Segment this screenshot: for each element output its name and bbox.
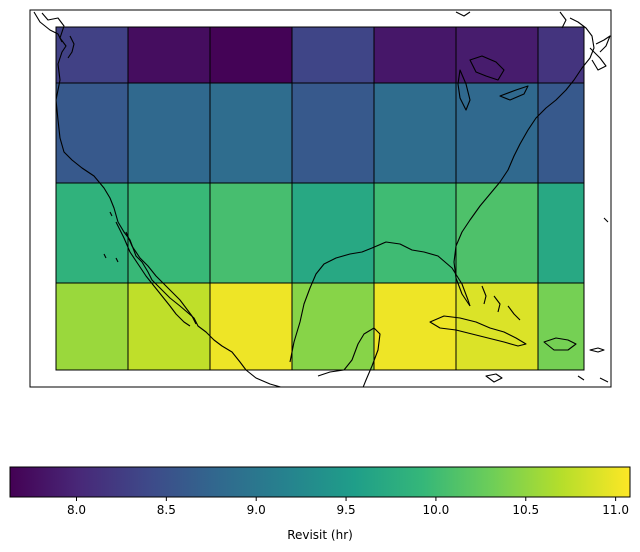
grid-cell-r0-c0 xyxy=(55,26,129,84)
grid-cell-r3-c5 xyxy=(455,282,539,371)
grid-cell-r3-c1 xyxy=(127,282,211,371)
bahamas-1 xyxy=(481,285,487,305)
colorbar-tick-label: 10.0 xyxy=(423,503,450,517)
grid-cell-r2-c2 xyxy=(209,182,293,284)
grid-cell-r2-c6 xyxy=(537,182,585,284)
map-frame xyxy=(29,9,612,388)
grid-cell-r0-c3 xyxy=(291,26,375,84)
baja-peninsula xyxy=(115,221,191,327)
colorbar-tick-label: 8.0 xyxy=(67,503,86,517)
newfoundland xyxy=(589,47,607,71)
great-lakes xyxy=(469,55,505,81)
hispaniola xyxy=(543,337,577,351)
colorbar: 8.0 8.5 9.0 9.5 10.0 10.5 11.0 Revisit (hr) xyxy=(9,466,631,542)
grid-cell-r3-c0 xyxy=(55,282,129,371)
lake-michigan xyxy=(457,69,471,111)
colorbar-tick-label: 10.5 xyxy=(512,503,539,517)
grid-cell-r1-c6 xyxy=(537,82,585,184)
yucatan xyxy=(317,327,381,387)
coastlines xyxy=(33,11,611,387)
grid-cell-r0-c6 xyxy=(537,26,585,84)
grid-cell-r0-c1 xyxy=(127,26,211,84)
colorbar-frame xyxy=(9,466,631,498)
atlantic-coast xyxy=(453,17,595,307)
lake-erie xyxy=(499,85,529,101)
colorbar-tick-label: 8.5 xyxy=(157,503,176,517)
colorbar-ticks: 8.0 8.5 9.0 9.5 10.0 10.5 11.0 xyxy=(67,497,629,517)
grid-cell-r0-c5 xyxy=(455,26,539,84)
grid-cell-r2-c3 xyxy=(291,182,375,284)
pacific-coastline xyxy=(41,12,283,387)
canada-fragment xyxy=(455,11,471,17)
nova-scotia xyxy=(595,35,611,53)
cuba xyxy=(429,315,527,347)
grid-cell-r2-c4 xyxy=(373,182,457,284)
colorbar-gradient xyxy=(10,467,630,497)
revisit-grid xyxy=(55,26,585,371)
grid-cell-r1-c1 xyxy=(127,82,211,184)
islands xyxy=(103,211,609,383)
grid-cell-r1-c4 xyxy=(373,82,457,184)
grid-cell-r1-c2 xyxy=(209,82,293,184)
colorbar-tick-label: 11.0 xyxy=(602,503,629,517)
colorbar-label: Revisit (hr) xyxy=(287,528,353,542)
colorbar-tick-label: 9.5 xyxy=(337,503,356,517)
grid-cell-r0-c2 xyxy=(209,26,293,84)
hudson-fragment xyxy=(559,11,567,29)
grid-cell-r3-c2 xyxy=(209,282,293,371)
grid-cell-r3-c3 xyxy=(291,282,375,371)
grid-cell-r2-c0 xyxy=(55,182,129,284)
grid-cell-r0-c4 xyxy=(373,26,457,84)
colorbar-tick-label: 9.0 xyxy=(247,503,266,517)
grid-cell-r1-c0 xyxy=(55,82,129,184)
puerto-rico xyxy=(589,347,605,353)
gulf-of-california xyxy=(125,231,197,325)
puget-sound xyxy=(67,35,75,59)
bahamas-3 xyxy=(507,305,521,321)
grid-cell-r1-c3 xyxy=(291,82,375,184)
jamaica xyxy=(485,373,503,383)
grid-cell-r3-c6 xyxy=(537,282,585,371)
grid-cell-r2-c1 xyxy=(127,182,211,284)
grid-cell-r2-c5 xyxy=(455,182,539,284)
grid-cell-r3-c4 xyxy=(373,282,457,371)
bahamas-2 xyxy=(493,295,501,313)
vancouver-island xyxy=(33,11,63,43)
gulf-coast xyxy=(289,241,471,363)
